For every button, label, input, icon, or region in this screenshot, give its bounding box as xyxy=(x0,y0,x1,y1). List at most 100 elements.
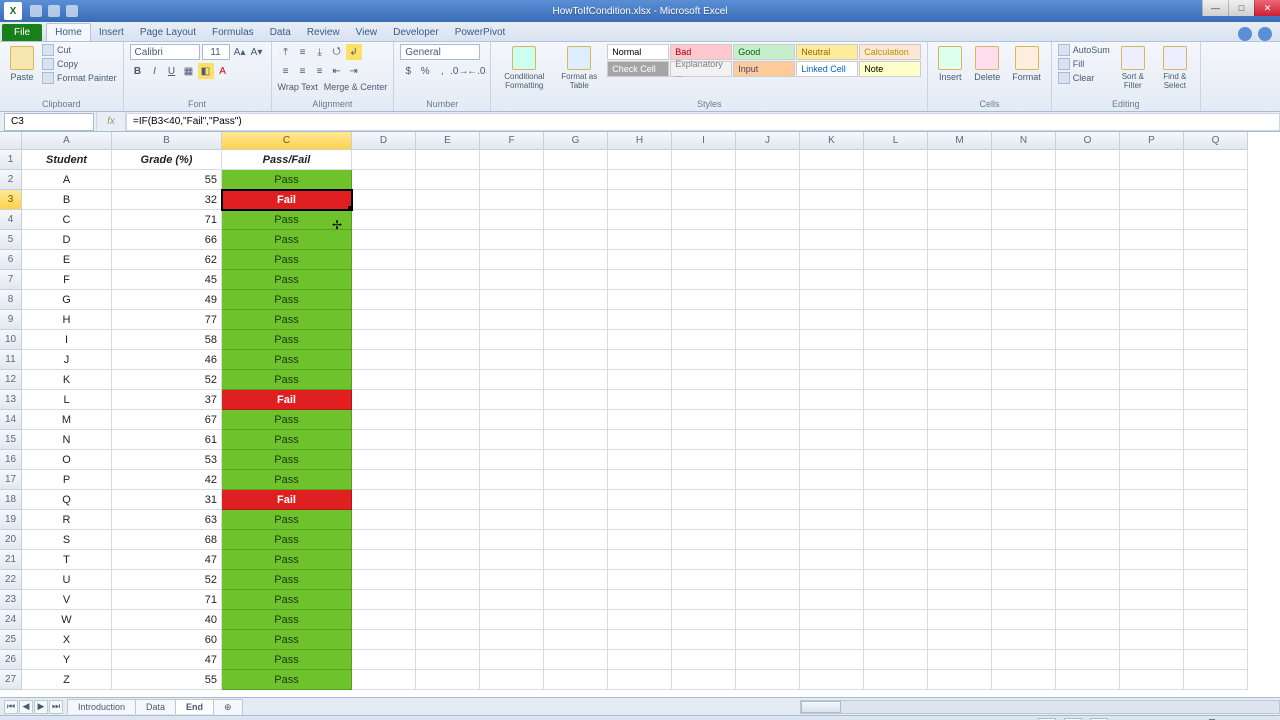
cell[interactable]: 32 xyxy=(112,190,222,210)
redo-icon[interactable] xyxy=(66,5,78,17)
cell[interactable] xyxy=(1184,650,1248,670)
cell[interactable] xyxy=(736,470,800,490)
cell[interactable] xyxy=(544,250,608,270)
style-swatch[interactable]: Linked Cell xyxy=(796,61,858,77)
cell[interactable]: 55 xyxy=(112,170,222,190)
cell[interactable] xyxy=(928,390,992,410)
number-format-select[interactable]: General xyxy=(400,44,480,60)
row-header[interactable]: 17 xyxy=(0,470,22,490)
cell[interactable]: Pass xyxy=(222,450,352,470)
cell[interactable] xyxy=(928,150,992,170)
cell[interactable]: Pass xyxy=(222,410,352,430)
cell[interactable] xyxy=(416,450,480,470)
cell[interactable] xyxy=(1184,210,1248,230)
cell[interactable] xyxy=(480,470,544,490)
row-header[interactable]: 23 xyxy=(0,590,22,610)
help-icon[interactable] xyxy=(1238,27,1252,41)
cell[interactable]: Pass xyxy=(222,570,352,590)
cell[interactable] xyxy=(672,270,736,290)
cell[interactable]: Grade (%) xyxy=(112,150,222,170)
cell[interactable] xyxy=(672,550,736,570)
cell[interactable] xyxy=(1056,350,1120,370)
cell[interactable] xyxy=(672,430,736,450)
cell[interactable] xyxy=(1056,330,1120,350)
font-name-select[interactable]: Calibri xyxy=(130,44,200,60)
cell[interactable]: O xyxy=(22,450,112,470)
cell[interactable]: 58 xyxy=(112,330,222,350)
cell[interactable]: Pass xyxy=(222,470,352,490)
cell[interactable] xyxy=(800,250,864,270)
merge-center-button[interactable]: Merge & Center xyxy=(324,82,388,92)
style-swatch[interactable]: Good xyxy=(733,44,795,60)
cell[interactable] xyxy=(672,570,736,590)
cell[interactable] xyxy=(928,430,992,450)
cell[interactable] xyxy=(928,210,992,230)
cell[interactable] xyxy=(672,390,736,410)
cell[interactable] xyxy=(736,430,800,450)
format-as-table-button[interactable]: Format as Table xyxy=(555,44,603,92)
cell[interactable] xyxy=(416,310,480,330)
cell[interactable] xyxy=(480,430,544,450)
cell[interactable]: Pass xyxy=(222,310,352,330)
cell[interactable] xyxy=(1056,510,1120,530)
cell[interactable] xyxy=(544,290,608,310)
cell[interactable] xyxy=(416,570,480,590)
row-header[interactable]: 24 xyxy=(0,610,22,630)
cell[interactable] xyxy=(736,510,800,530)
cell[interactable] xyxy=(736,590,800,610)
cell[interactable] xyxy=(544,190,608,210)
cell[interactable] xyxy=(480,610,544,630)
cell[interactable] xyxy=(1120,290,1184,310)
cell[interactable] xyxy=(544,370,608,390)
cell[interactable] xyxy=(416,330,480,350)
worksheet-area[interactable]: ABCDEFGHIJKLMNOPQ1StudentGrade (%)Pass/F… xyxy=(0,132,1280,697)
cell[interactable] xyxy=(480,370,544,390)
cell[interactable] xyxy=(480,250,544,270)
cell[interactable] xyxy=(800,190,864,210)
cell[interactable] xyxy=(736,670,800,690)
sheet-tab-end[interactable]: End xyxy=(175,699,214,714)
cell[interactable] xyxy=(736,550,800,570)
cell[interactable] xyxy=(800,210,864,230)
cell[interactable] xyxy=(992,490,1056,510)
cell[interactable] xyxy=(672,410,736,430)
cell[interactable] xyxy=(1120,430,1184,450)
cell[interactable] xyxy=(800,470,864,490)
cell[interactable]: 60 xyxy=(112,630,222,650)
cell[interactable] xyxy=(1056,250,1120,270)
row-header[interactable]: 19 xyxy=(0,510,22,530)
cell[interactable] xyxy=(1056,150,1120,170)
cell[interactable] xyxy=(864,150,928,170)
cell[interactable] xyxy=(928,290,992,310)
cell[interactable] xyxy=(928,310,992,330)
cell[interactable]: 45 xyxy=(112,270,222,290)
autosum-button[interactable]: AutoSum xyxy=(1058,44,1110,56)
cell[interactable] xyxy=(416,210,480,230)
cell[interactable] xyxy=(480,310,544,330)
maximize-button[interactable]: □ xyxy=(1228,0,1254,16)
cell[interactable]: 42 xyxy=(112,470,222,490)
sheet-tab-introduction[interactable]: Introduction xyxy=(67,699,136,714)
cell[interactable] xyxy=(352,490,416,510)
cell[interactable] xyxy=(928,410,992,430)
cell[interactable] xyxy=(480,350,544,370)
file-tab[interactable]: File xyxy=(2,24,42,41)
cell[interactable] xyxy=(672,450,736,470)
sheet-nav-first-icon[interactable]: ⏮ xyxy=(4,700,18,714)
cell[interactable] xyxy=(416,370,480,390)
cell[interactable]: 71 xyxy=(112,210,222,230)
cell[interactable] xyxy=(672,170,736,190)
cell[interactable]: Pass xyxy=(222,670,352,690)
cell[interactable] xyxy=(800,170,864,190)
column-header[interactable]: H xyxy=(608,132,672,150)
cell[interactable] xyxy=(480,270,544,290)
cell[interactable] xyxy=(352,370,416,390)
cell[interactable] xyxy=(480,510,544,530)
cell[interactable] xyxy=(992,590,1056,610)
cell[interactable] xyxy=(1120,230,1184,250)
cell[interactable] xyxy=(992,250,1056,270)
cell[interactable] xyxy=(672,190,736,210)
cell[interactable] xyxy=(416,470,480,490)
cut-button[interactable]: Cut xyxy=(42,44,117,56)
cell[interactable] xyxy=(352,550,416,570)
